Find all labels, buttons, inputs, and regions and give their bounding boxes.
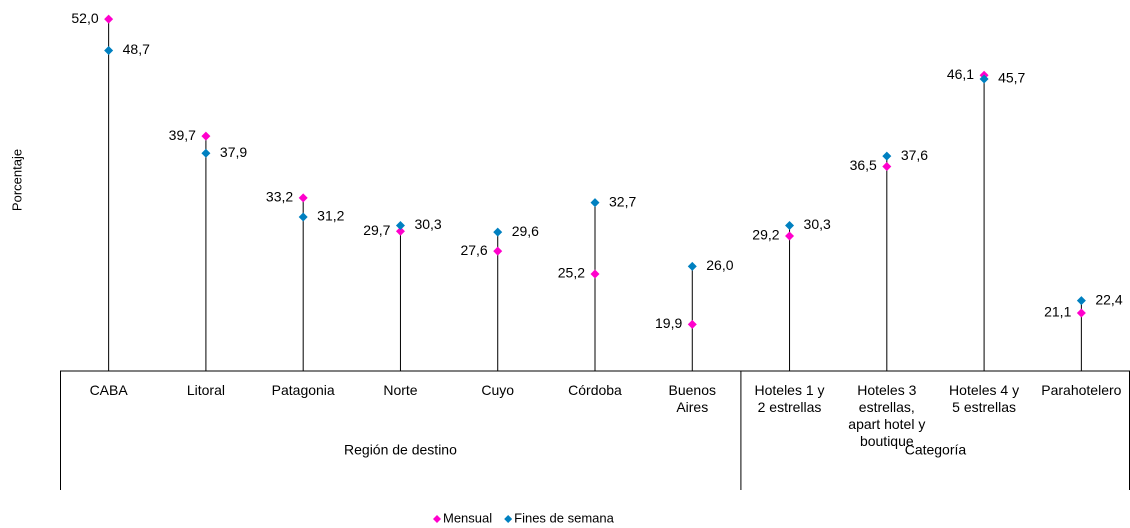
data-label: 19,9	[655, 315, 682, 331]
marker	[590, 269, 600, 279]
group-label: Región de destino	[344, 442, 457, 458]
data-label: 52,0	[71, 10, 98, 26]
marker	[493, 227, 503, 237]
x-tick-label: Buenos Aires	[668, 382, 716, 415]
marker	[1076, 308, 1086, 318]
x-tick-label: Patagonia	[271, 382, 335, 398]
marker	[201, 148, 211, 158]
marker	[395, 226, 405, 236]
data-label: 29,7	[363, 222, 390, 238]
y-axis-label: Porcentaje	[9, 149, 24, 211]
data-label: 27,6	[460, 242, 487, 258]
data-label: 37,9	[220, 144, 247, 160]
marker	[395, 220, 405, 230]
data-label: 22,4	[1095, 291, 1122, 307]
x-tick-label: Hoteles 1 y 2 estrellas	[754, 382, 825, 415]
marker	[785, 220, 795, 230]
data-label: 29,6	[512, 223, 539, 239]
data-label: 30,3	[414, 216, 441, 232]
x-tick-label: Córdoba	[568, 382, 622, 398]
group-label: Categoría	[905, 442, 967, 458]
legend-marker	[433, 515, 441, 523]
data-label: 37,6	[901, 147, 928, 163]
data-label: 21,1	[1044, 304, 1071, 320]
marker	[104, 46, 114, 56]
marker	[687, 261, 697, 271]
marker	[882, 151, 892, 161]
x-tick-label: Parahotelero	[1041, 382, 1122, 398]
data-label: 26,0	[706, 257, 733, 273]
data-label: 29,2	[752, 227, 779, 243]
marker	[1076, 296, 1086, 306]
legend-label: Mensual	[443, 510, 492, 525]
marker	[298, 212, 308, 222]
marker	[493, 246, 503, 256]
marker	[298, 193, 308, 203]
data-label: 33,2	[266, 189, 293, 205]
data-label: 30,3	[804, 216, 831, 232]
data-label: 39,7	[169, 127, 196, 143]
x-tick-label: Cuyo	[481, 382, 515, 398]
data-label: 46,1	[947, 66, 974, 82]
data-label: 32,7	[609, 193, 636, 209]
x-tick-label: Litoral	[186, 382, 225, 398]
marker	[687, 319, 697, 329]
legend-marker	[504, 515, 513, 523]
x-tick-label: CABA	[89, 382, 128, 398]
marker	[882, 162, 892, 172]
data-label: 25,2	[558, 265, 585, 281]
data-label: 36,5	[850, 157, 877, 173]
marker	[201, 131, 211, 141]
x-tick-label: Hoteles 4 y 5 estrellas	[949, 382, 1020, 415]
marker	[590, 198, 600, 208]
x-tick-label: Norte	[383, 382, 418, 398]
legend-label: Fines de semana	[514, 510, 614, 525]
data-label: 48,7	[123, 41, 150, 57]
data-label: 45,7	[998, 70, 1025, 86]
marker	[785, 231, 795, 241]
data-label: 31,2	[317, 208, 344, 224]
marker	[979, 74, 989, 84]
marker	[104, 14, 114, 24]
x-tick-label: Hoteles 3 estrellas, apart hotel y bouti…	[848, 382, 926, 449]
